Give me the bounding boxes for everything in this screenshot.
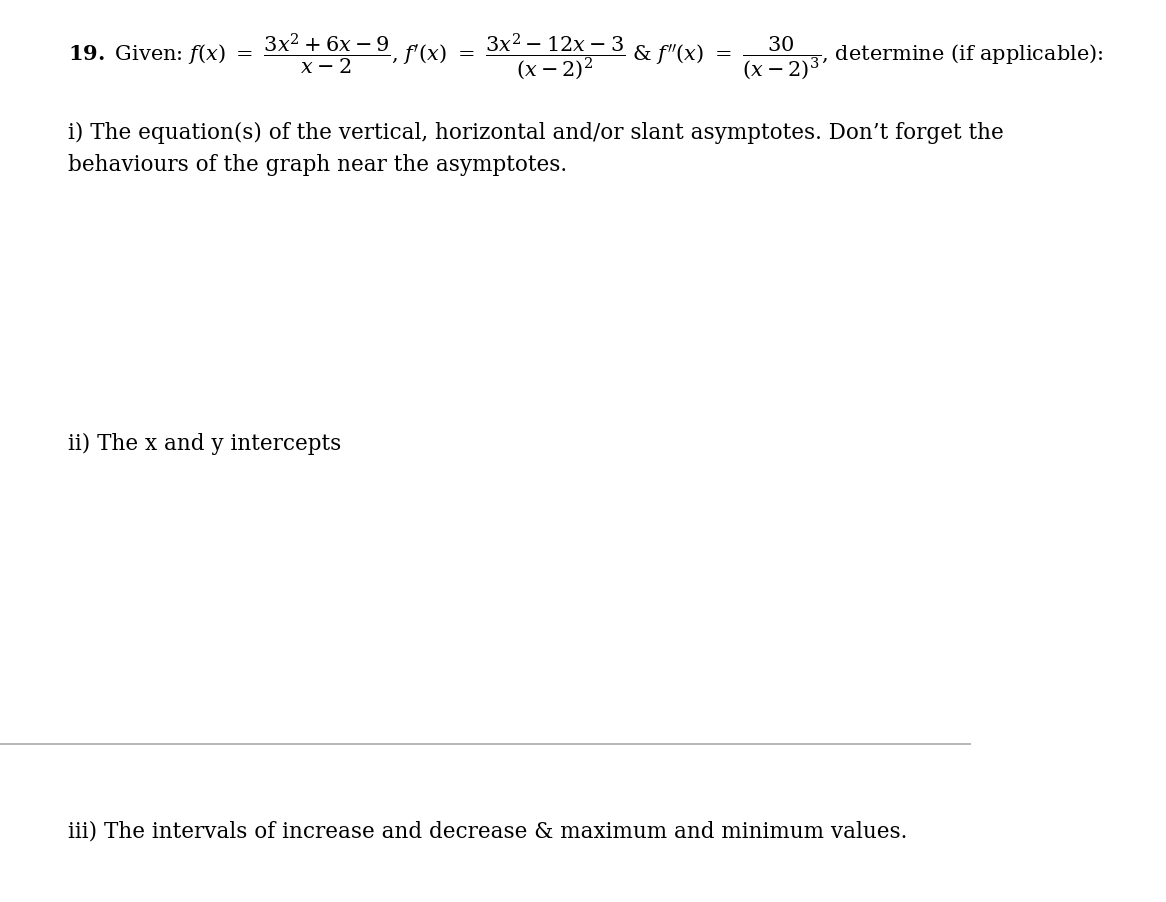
Text: $\mathbf{19.}$ Given: $f(x)\ =\ \dfrac{3x^2+6x-9}{x-2}$, $f'(x)\ =\ \dfrac{3x^2-: $\mathbf{19.}$ Given: $f(x)\ =\ \dfrac{3… xyxy=(68,32,1103,82)
Text: ii) The x and y intercepts: ii) The x and y intercepts xyxy=(68,433,342,455)
Text: i) The equation(s) of the vertical, horizontal and/or slant asymptotes. Don’t fo: i) The equation(s) of the vertical, hori… xyxy=(68,122,1004,176)
Text: iii) The intervals of increase and decrease & maximum and minimum values.: iii) The intervals of increase and decre… xyxy=(68,821,907,842)
